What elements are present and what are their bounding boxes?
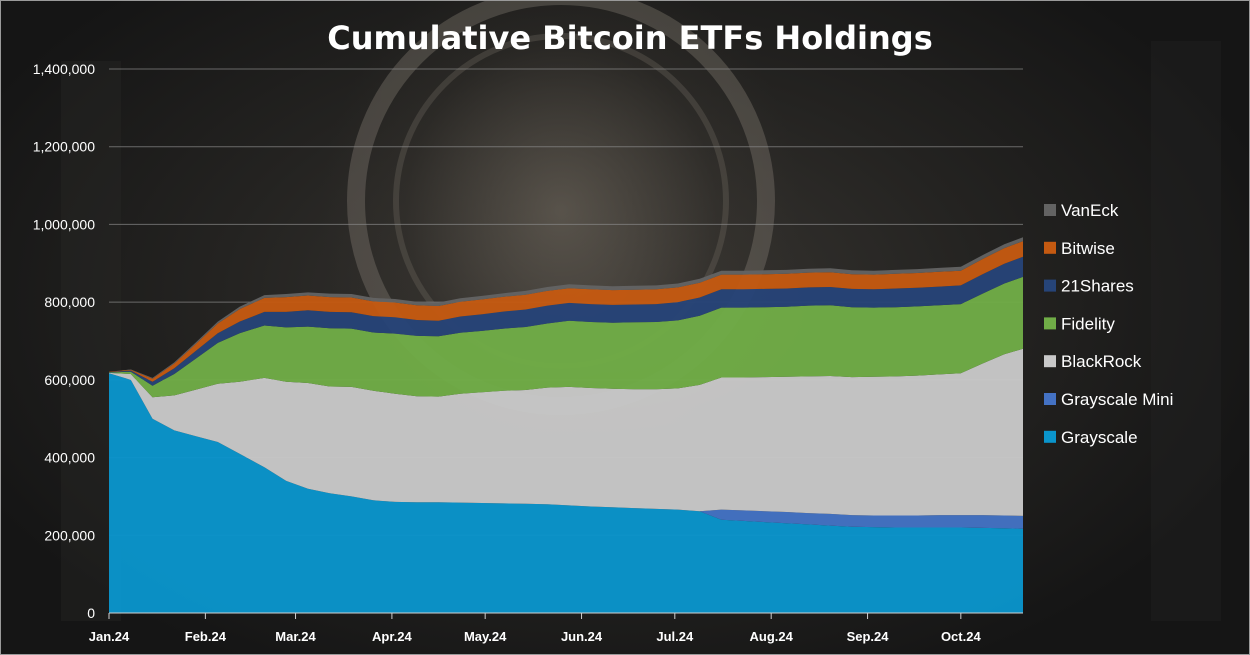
legend: VanEck Bitwise 21Shares Fidelity BlackRock Gr… [1044, 201, 1173, 447]
x-tick-label: Aug.24 [750, 629, 794, 644]
chart-title: Cumulative Bitcoin ETFs Holdings [327, 19, 933, 57]
x-tick-label: Sep.24 [847, 629, 890, 644]
axes: 0 200,000 400,000 600,000 800,000 1,000,000 1,… [33, 61, 1023, 644]
y-tick-label: 200,000 [44, 527, 95, 543]
y-tick-label: 600,000 [44, 372, 95, 388]
x-tick-label: Jan.24 [89, 629, 130, 644]
legend-swatch [1044, 393, 1056, 405]
x-tick-label: May.24 [464, 629, 507, 644]
x-tick-label: Apr.24 [372, 629, 413, 644]
area-vaneck [109, 237, 1023, 379]
y-tick-label: 800,000 [44, 294, 95, 310]
x-tick-label: Jul.24 [656, 629, 694, 644]
y-tick-label: 1,400,000 [33, 61, 95, 77]
x-tick-label: Mar.24 [275, 629, 316, 644]
legend-label: BlackRock [1061, 352, 1142, 371]
legend-label: VanEck [1061, 201, 1119, 220]
x-tick-label: Feb.24 [185, 629, 227, 644]
area-blackrock [109, 348, 1023, 516]
legend-label: Grayscale Mini [1061, 390, 1173, 409]
legend-label: Bitwise [1061, 239, 1115, 258]
legend-swatch [1044, 279, 1056, 292]
legend-swatch [1044, 355, 1056, 368]
area-21shares [109, 256, 1023, 386]
y-tick-label: 400,000 [44, 450, 95, 466]
y-tick-label: 0 [87, 605, 95, 621]
y-tick-label: 1,200,000 [33, 139, 95, 155]
legend-label: Fidelity [1061, 314, 1115, 333]
area-fidelity [109, 276, 1023, 398]
y-tick-label: 1,000,000 [33, 216, 95, 232]
legend-swatch [1044, 317, 1056, 330]
legend-swatch [1044, 204, 1056, 216]
legend-swatch [1044, 430, 1056, 443]
x-tick-label: Jun.24 [561, 629, 603, 644]
legend-label: Grayscale [1061, 428, 1138, 447]
area-grayscale [109, 373, 1023, 613]
legend-label: 21Shares [1061, 277, 1134, 296]
stacked-areas [109, 237, 1023, 613]
x-tick-label: Oct.24 [941, 629, 982, 644]
legend-swatch [1044, 241, 1056, 254]
area-bitwise [109, 241, 1023, 382]
